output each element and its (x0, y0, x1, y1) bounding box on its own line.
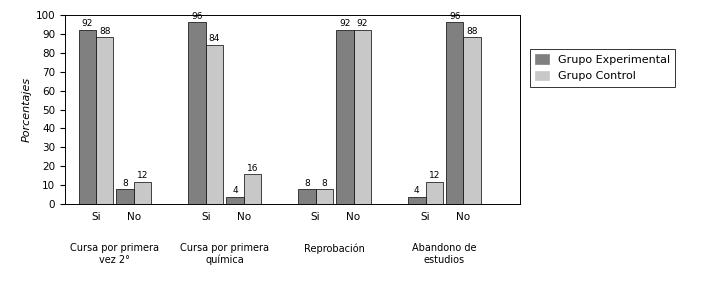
Bar (316, 189, 333, 204)
Text: 8: 8 (304, 179, 310, 188)
Text: 88: 88 (99, 27, 110, 36)
Text: 92: 92 (339, 19, 351, 28)
Text: Cursa por primera
vez 2°: Cursa por primera vez 2° (71, 243, 160, 265)
Text: 84: 84 (209, 34, 220, 44)
Bar (226, 197, 244, 204)
Text: Cursa por primera
química: Cursa por primera química (180, 243, 269, 265)
Text: 16: 16 (247, 164, 258, 173)
Bar (116, 189, 134, 204)
Text: 12: 12 (429, 171, 440, 180)
Text: 96: 96 (191, 12, 203, 21)
Text: 4: 4 (232, 186, 238, 195)
Bar (188, 22, 206, 204)
Text: 96: 96 (449, 12, 461, 21)
Bar (425, 182, 443, 204)
Bar (244, 174, 261, 204)
Text: 8: 8 (122, 179, 128, 188)
Bar (408, 197, 425, 204)
Bar (134, 182, 151, 204)
Text: 4: 4 (414, 186, 419, 195)
Bar (354, 30, 371, 204)
Bar (464, 37, 481, 204)
Text: 12: 12 (137, 171, 148, 180)
Bar (79, 30, 96, 204)
Text: Reprobación: Reprobación (304, 243, 365, 254)
Bar (96, 37, 113, 204)
Bar (446, 22, 464, 204)
Bar (298, 189, 316, 204)
Text: Abandono de
estudios: Abandono de estudios (412, 243, 477, 265)
Bar (206, 45, 223, 204)
Text: 92: 92 (357, 19, 368, 28)
Bar (336, 30, 354, 204)
Legend: Grupo Experimental, Grupo Control: Grupo Experimental, Grupo Control (530, 49, 675, 87)
Text: 92: 92 (82, 19, 93, 28)
Y-axis label: Porcentajes: Porcentajes (22, 77, 32, 142)
Text: 8: 8 (321, 179, 327, 188)
Text: 88: 88 (466, 27, 478, 36)
